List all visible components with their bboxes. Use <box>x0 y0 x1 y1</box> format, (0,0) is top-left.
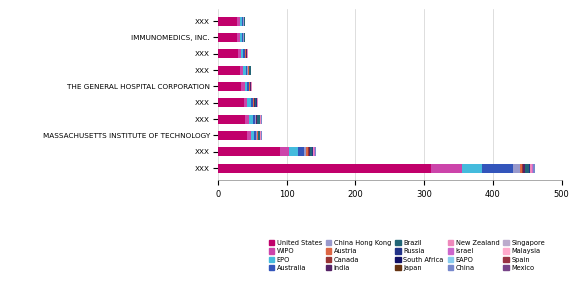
Bar <box>260 131 261 140</box>
Bar <box>482 164 513 173</box>
Bar <box>249 65 251 74</box>
Bar <box>254 98 255 107</box>
Bar <box>280 147 289 156</box>
Bar <box>530 164 532 173</box>
Bar <box>256 115 257 124</box>
Bar <box>462 164 482 173</box>
Bar <box>249 115 253 124</box>
Bar <box>308 147 310 156</box>
Bar <box>218 33 237 42</box>
Bar <box>258 131 260 140</box>
Bar <box>256 98 257 107</box>
Bar <box>240 17 242 26</box>
Bar <box>243 65 246 74</box>
Bar <box>260 115 261 124</box>
Bar <box>218 82 241 91</box>
Bar <box>218 115 245 124</box>
Bar <box>307 147 308 156</box>
Bar <box>257 98 258 107</box>
Bar <box>251 65 252 74</box>
Bar <box>297 147 304 156</box>
Bar <box>242 17 243 26</box>
Bar <box>431 164 462 173</box>
Bar <box>218 17 237 26</box>
Bar <box>218 98 244 107</box>
Bar <box>218 147 280 156</box>
Bar <box>251 131 254 140</box>
Bar <box>255 115 256 124</box>
Bar <box>218 65 240 74</box>
Bar <box>245 82 248 91</box>
Bar <box>255 98 256 107</box>
Bar <box>513 164 520 173</box>
Bar <box>251 98 253 107</box>
Bar <box>240 33 242 42</box>
Bar <box>218 164 431 173</box>
Bar <box>238 49 241 58</box>
Bar <box>244 33 245 42</box>
Bar <box>246 131 251 140</box>
Bar <box>243 17 244 26</box>
Bar <box>244 17 245 26</box>
Bar <box>246 65 248 74</box>
Legend: United States, WIPO, EPO, Australia, China Hong Kong, Austria, Canada, India, Br: United States, WIPO, EPO, Australia, Chi… <box>267 239 547 272</box>
Bar <box>313 147 314 156</box>
Bar <box>241 49 243 58</box>
Bar <box>253 115 255 124</box>
Bar <box>237 17 240 26</box>
Bar <box>520 164 523 173</box>
Bar <box>257 115 260 124</box>
Bar <box>304 147 307 156</box>
Bar <box>251 82 252 91</box>
Bar <box>249 82 250 91</box>
Bar <box>253 98 254 107</box>
Bar <box>245 49 246 58</box>
Bar <box>533 164 535 173</box>
Bar <box>257 131 258 140</box>
Bar <box>248 98 251 107</box>
Bar <box>256 131 257 140</box>
Bar <box>312 147 313 156</box>
Bar <box>218 49 238 58</box>
Bar <box>246 49 248 58</box>
Bar <box>241 82 245 91</box>
Bar <box>243 49 245 58</box>
Bar <box>248 82 249 91</box>
Bar <box>218 131 246 140</box>
Bar <box>244 98 248 107</box>
Bar <box>261 131 262 140</box>
Bar <box>237 33 240 42</box>
Bar <box>532 164 533 173</box>
Bar <box>242 33 243 42</box>
Bar <box>314 147 315 156</box>
Bar <box>315 147 316 156</box>
Bar <box>289 147 297 156</box>
Bar <box>310 147 312 156</box>
Bar <box>250 82 251 91</box>
Bar <box>525 164 528 173</box>
Bar <box>254 131 256 140</box>
Bar <box>528 164 530 173</box>
Bar <box>261 115 262 124</box>
Bar <box>245 115 249 124</box>
Bar <box>248 65 249 74</box>
Bar <box>240 65 243 74</box>
Bar <box>243 33 244 42</box>
Bar <box>523 164 525 173</box>
